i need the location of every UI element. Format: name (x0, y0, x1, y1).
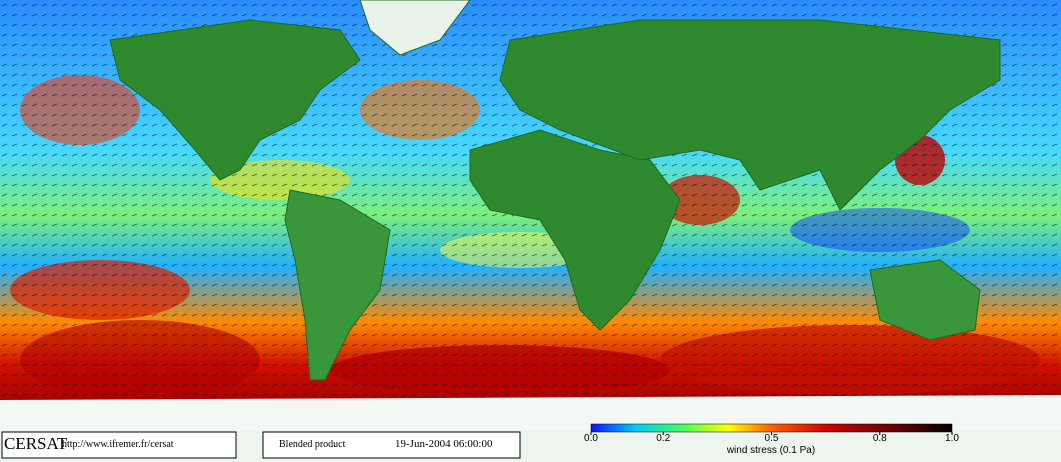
footer-boxes: CERSAT http://www.ifremer.fr/cersat Blen… (1, 431, 521, 459)
colorbar-tick-label: 0.2 (656, 433, 670, 444)
url: http://www.ifremer.fr/cersat (62, 439, 174, 450)
product: Blended product (279, 439, 346, 450)
colorbar (590, 423, 953, 433)
colorbar-tick-label: 0.5 (765, 433, 779, 444)
colorbar-tick-label: 0.8 (873, 433, 887, 444)
land (0, 0, 1061, 430)
colorbar-tick-label: 0.0 (584, 433, 598, 444)
colorbar-label: wind stress (0.1 Pa) (726, 445, 815, 456)
logo: CERSAT (4, 434, 68, 453)
colorbar-tick-label: 1.0 (945, 433, 959, 444)
timestamp: 19-Jun-2004 06:00:00 (395, 438, 493, 450)
